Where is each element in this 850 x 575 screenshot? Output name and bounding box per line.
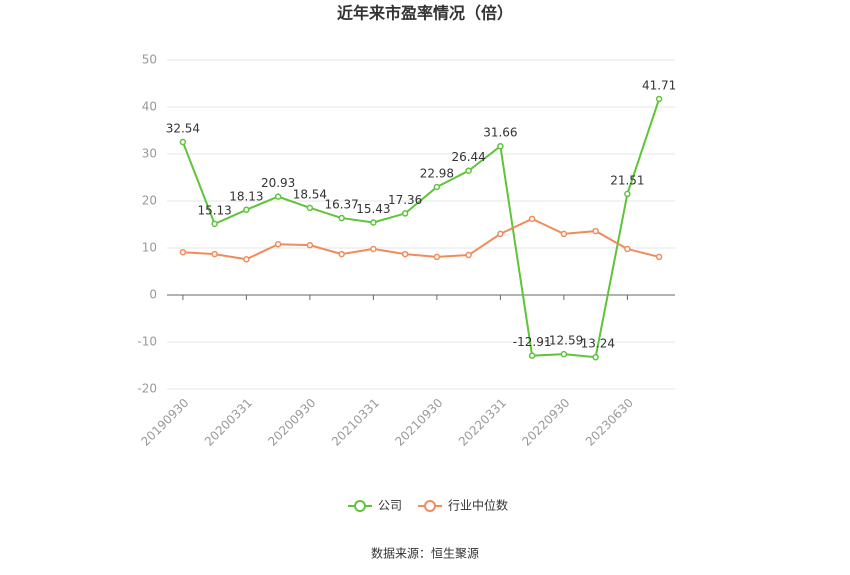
x-tick-label: 20200930 (265, 396, 318, 449)
series-line (181, 98, 661, 359)
data-label: 21.51 (610, 173, 644, 187)
point (306, 241, 314, 249)
y-tick-label: -10 (137, 335, 157, 349)
point (274, 240, 282, 248)
point (560, 350, 568, 358)
point (370, 219, 377, 226)
y-tick-label: 30 (142, 147, 157, 161)
point (560, 230, 568, 238)
point (433, 253, 441, 261)
x-tick-label: 20230630 (583, 396, 636, 449)
point (338, 250, 345, 258)
point (528, 352, 536, 359)
data-label: -12.91 (513, 335, 552, 349)
x-tick-label: 20220930 (519, 396, 572, 449)
point (624, 245, 631, 253)
point (179, 248, 187, 256)
legend-marker (354, 500, 366, 512)
series-line (182, 217, 660, 261)
point (465, 251, 472, 259)
data-label: -12.59 (545, 334, 584, 348)
data-label: 20.93 (261, 176, 295, 190)
point (497, 142, 504, 150)
point (338, 214, 345, 222)
data-label: 18.54 (293, 187, 327, 201)
point (179, 138, 187, 146)
point (465, 167, 472, 174)
point (592, 353, 599, 361)
point (211, 220, 218, 228)
source: 数据来源：恒生聚源 (371, 546, 479, 561)
point (401, 250, 409, 258)
y-tick-label: 0 (149, 288, 157, 302)
data-label: 31.66 (483, 126, 517, 140)
data-label: -13.24 (576, 337, 615, 351)
point (401, 210, 409, 217)
point (243, 206, 250, 214)
data-label: 41.71 (642, 78, 676, 92)
data-label: 15.13 (197, 203, 231, 217)
data-label: 26.44 (451, 150, 485, 164)
data-label: 32.54 (166, 122, 200, 136)
point (528, 215, 536, 223)
legend-marker (424, 500, 436, 512)
point (433, 183, 441, 191)
x-tick-label: 20190930 (138, 396, 191, 449)
data-label: 18.13 (229, 189, 263, 203)
data-label: 16.37 (324, 198, 358, 212)
point (274, 193, 282, 200)
point (655, 95, 663, 103)
data-label: 15.43 (356, 202, 390, 216)
point (243, 256, 250, 263)
data-label: 17.36 (388, 193, 422, 207)
point (211, 250, 218, 258)
point (306, 204, 314, 212)
y-tick-label: 10 (142, 241, 157, 255)
point (624, 190, 631, 198)
y-tick-label: 20 (142, 194, 157, 208)
data-label: 22.98 (420, 166, 454, 180)
point (592, 227, 599, 235)
point (655, 253, 663, 261)
y-tick-label: 40 (142, 100, 157, 114)
x-tick-label: 20210331 (329, 396, 382, 449)
point (497, 230, 504, 238)
x-tick-label: 20220331 (456, 396, 509, 449)
point (370, 245, 377, 253)
legend-label: 行业中位数 (448, 498, 508, 513)
y-tick-label: 50 (142, 53, 157, 67)
chart-title: 近年来市盈率情况（倍） (337, 4, 513, 23)
legend-label: 公司 (378, 499, 402, 513)
x-tick-label: 20210930 (392, 396, 445, 449)
y-tick-label: -20 (137, 382, 157, 396)
x-tick-label: 20200331 (202, 396, 255, 449)
